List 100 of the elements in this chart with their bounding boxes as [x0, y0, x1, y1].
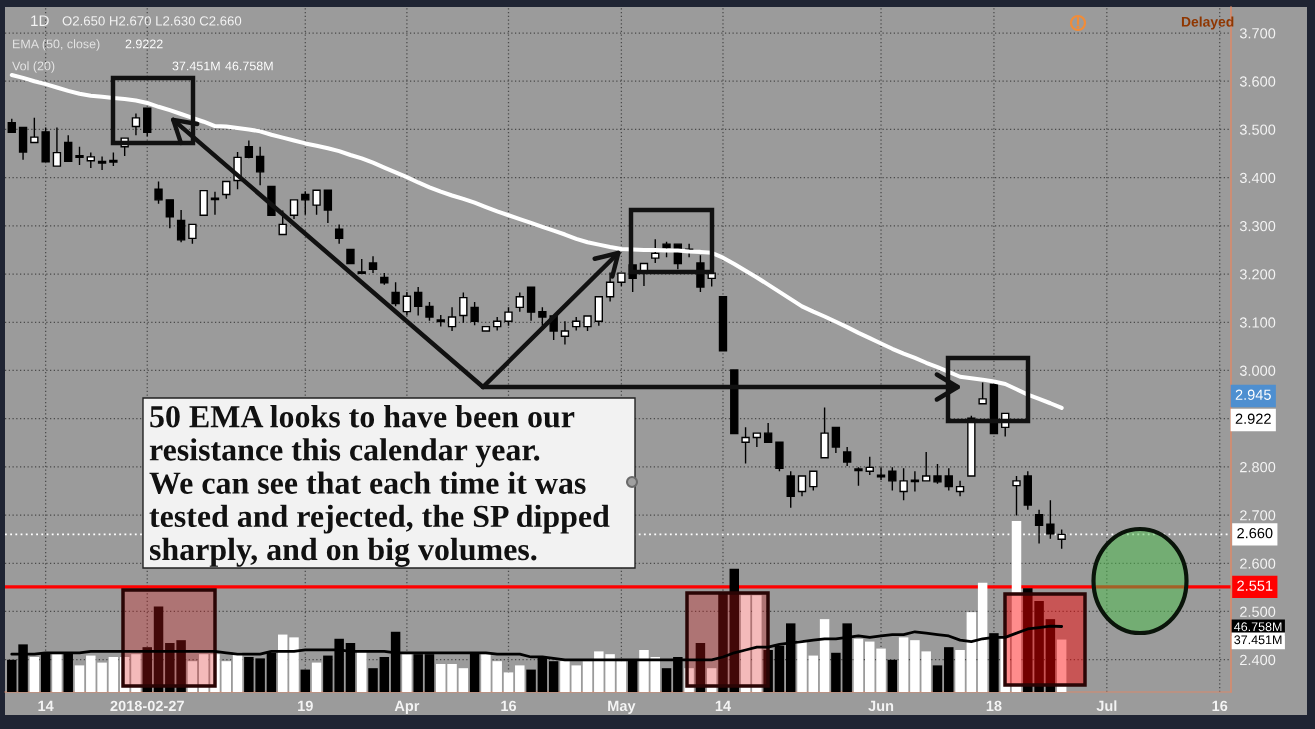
candlestick	[978, 381, 987, 405]
candlestick	[86, 151, 95, 169]
candlestick	[1046, 499, 1055, 540]
candlestick	[820, 406, 829, 459]
candlestick	[865, 456, 874, 476]
candlestick	[41, 126, 50, 163]
x-tick-label: Jun	[868, 700, 894, 712]
annotation: Delayed	[1181, 16, 1234, 30]
bar	[887, 659, 898, 692]
bar	[684, 668, 694, 692]
bar	[503, 672, 514, 692]
candlestick	[1034, 509, 1044, 545]
candlestick	[447, 306, 457, 332]
candlestick	[413, 286, 423, 317]
y-tick-label: 3.000	[1239, 365, 1276, 376]
candlestick	[18, 126, 28, 161]
bar	[379, 656, 390, 692]
bar	[661, 668, 672, 692]
bar	[29, 656, 40, 692]
candlestick	[436, 314, 445, 328]
candlestick	[131, 112, 141, 136]
bar	[955, 649, 965, 692]
bar	[966, 612, 977, 692]
text: 2.945	[1235, 389, 1271, 400]
candlestick	[809, 470, 818, 492]
candlestick	[165, 199, 175, 229]
candlestick	[380, 272, 389, 286]
candlestick	[255, 146, 265, 187]
candlestick	[176, 209, 186, 243]
bar	[198, 654, 209, 692]
candlestick	[933, 463, 942, 485]
bar	[740, 595, 751, 692]
candlestick	[75, 146, 84, 166]
x-tick-label: Apr	[394, 700, 420, 714]
x-tick-label: 18	[986, 700, 1002, 712]
candlestick	[944, 467, 953, 492]
annotation: EMA (50, close)	[13, 39, 100, 51]
bar	[311, 662, 322, 692]
candlestick	[425, 301, 434, 322]
x-tick-label: 16	[501, 700, 517, 712]
candlestick	[876, 466, 886, 481]
bar	[458, 668, 469, 692]
candlestick	[143, 107, 152, 137]
candlestick	[64, 134, 73, 162]
candlestick	[97, 155, 107, 171]
candlestick	[583, 315, 592, 332]
annotation: 2.9222	[125, 39, 163, 49]
y2-tick-label: 37.451M	[1234, 635, 1282, 645]
bar	[52, 654, 62, 692]
candlestick	[752, 432, 762, 448]
candlestick	[786, 470, 795, 509]
candlestick	[730, 369, 739, 435]
bar	[210, 654, 220, 692]
candlestick	[617, 272, 626, 287]
candlestick	[572, 316, 581, 332]
y-tick-label: 3.100	[1239, 317, 1276, 328]
y-tick-label: 3.500	[1239, 124, 1276, 135]
bar	[357, 651, 367, 692]
ref-line-label: 2.551	[1237, 580, 1273, 591]
candlestick	[526, 286, 536, 322]
candlestick	[301, 190, 310, 216]
candlestick	[662, 241, 671, 258]
candlestick	[323, 189, 333, 224]
candlestick	[1023, 470, 1032, 511]
bar	[865, 641, 875, 692]
candlestick	[797, 475, 807, 497]
candlestick	[955, 480, 965, 497]
candlestick	[210, 190, 220, 216]
bar	[300, 669, 311, 692]
x-tick-label: Jul	[1096, 700, 1117, 712]
y-tick-label: 2.500	[1240, 606, 1276, 617]
chart-title: 1D	[31, 15, 49, 26]
bar	[808, 655, 819, 692]
candlestick	[334, 223, 344, 245]
annotation: 46.758M	[225, 61, 273, 71]
candlestick	[188, 223, 197, 245]
y-tick-label: 2.700	[1240, 510, 1276, 521]
x-tick-label: 16	[1212, 700, 1228, 712]
text: O2.650 H2.670 L2.630 C2.660	[62, 16, 242, 26]
x-tick-label: 19	[298, 700, 313, 712]
bar	[944, 647, 954, 692]
candlestick	[899, 467, 908, 501]
candlestick	[741, 426, 750, 465]
bar	[1000, 637, 1010, 692]
x-tick-label: 2018-02-27	[110, 700, 184, 712]
bar	[797, 640, 807, 692]
bar	[1056, 639, 1067, 692]
bar	[368, 668, 378, 692]
y-tick-label: 3.300	[1239, 220, 1276, 232]
bar	[515, 665, 525, 692]
bar	[74, 665, 85, 692]
bar	[977, 582, 988, 692]
candlestick	[7, 118, 16, 134]
bar	[616, 661, 627, 692]
candlestick	[154, 180, 163, 205]
bar	[1011, 521, 1022, 692]
candlestick	[594, 296, 604, 327]
candlestick	[888, 466, 897, 492]
candlestick	[109, 151, 118, 167]
bar	[876, 648, 886, 692]
